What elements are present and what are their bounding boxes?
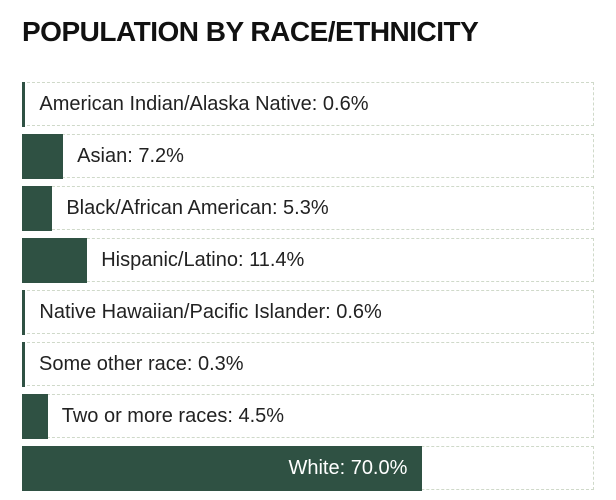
bar — [22, 393, 48, 439]
bar — [22, 289, 26, 335]
bar-label: Black/African American: 5.3% — [66, 196, 329, 219]
bar-chart: American Indian/Alaska Native: 0.6% Asian… — [22, 81, 594, 491]
bar-row: Two or more races: 4.5% — [22, 393, 594, 439]
bar — [22, 445, 423, 491]
bar — [22, 185, 53, 231]
bar — [22, 133, 64, 179]
bar — [22, 81, 26, 127]
bar-label: Two or more races: 4.5% — [61, 404, 285, 427]
bar-row: Hispanic/Latino: 11.4% — [22, 237, 594, 283]
bar-row: American Indian/Alaska Native: 0.6% — [22, 81, 594, 127]
bar-label: Asian: 7.2% — [77, 144, 184, 167]
bar-row: Some other race: 0.3% — [22, 341, 594, 387]
bar-row: White: 70.0% — [22, 445, 594, 491]
bar-row: Asian: 7.2% — [22, 133, 594, 179]
bar-label: Native Hawaiian/Pacific Islander: 0.6% — [39, 300, 382, 323]
bar-row: Native Hawaiian/Pacific Islander: 0.6% — [22, 289, 594, 335]
bar-row: Black/African American: 5.3% — [22, 185, 594, 231]
bar-label: Hispanic/Latino: 11.4% — [101, 248, 305, 271]
bar — [22, 237, 88, 283]
bar — [22, 341, 25, 387]
bar-label: American Indian/Alaska Native: 0.6% — [39, 92, 369, 115]
chart-title: POPULATION BY RACE/ETHNICITY — [22, 16, 479, 47]
bar-label: White: 70.0% — [288, 456, 408, 479]
bar-label: Some other race: 0.3% — [39, 352, 244, 375]
